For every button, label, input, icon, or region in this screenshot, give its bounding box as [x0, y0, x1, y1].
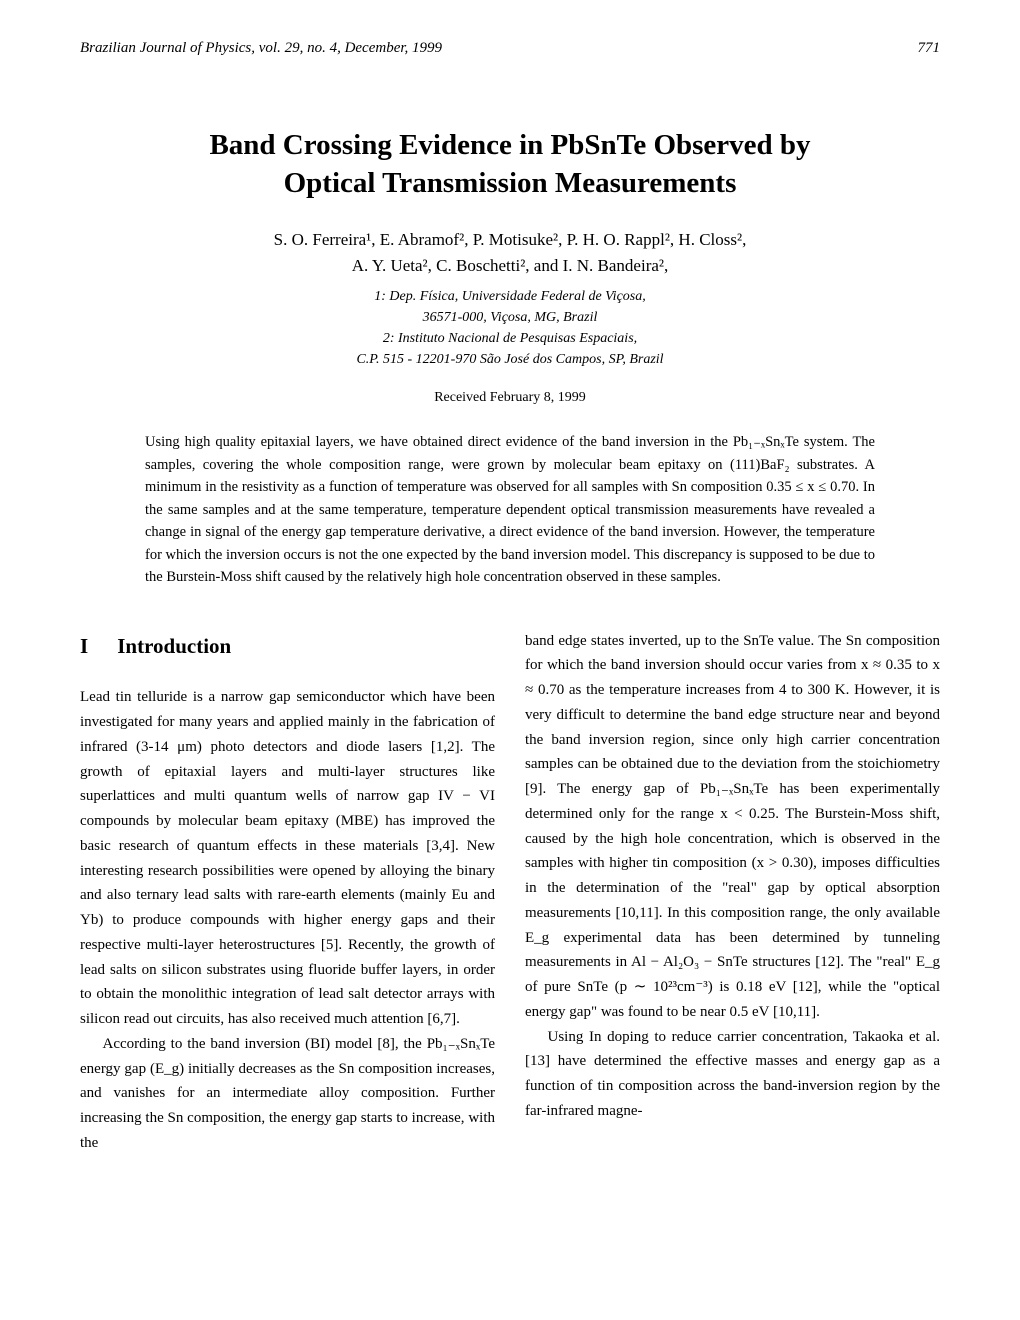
abstract: Using high quality epitaxial layers, we … — [145, 431, 875, 588]
two-column-body: I Introduction Lead tin telluride is a n… — [80, 629, 940, 1156]
paragraph-3: band edge states inverted, up to the SnT… — [525, 629, 940, 1025]
title-line-1: Band Crossing Evidence in PbSnTe Observe… — [209, 129, 810, 161]
received-date: Received February 8, 1999 — [80, 390, 940, 406]
paragraph-1: Lead tin telluride is a narrow gap semic… — [80, 685, 495, 1032]
affiliation-1a: 1: Dep. Física, Universidade Federal de … — [80, 286, 940, 307]
paragraph-4: Using In doping to reduce carrier concen… — [525, 1025, 940, 1124]
page-number: 771 — [918, 40, 941, 57]
title-line-2: Optical Transmission Measurements — [284, 167, 737, 199]
section-title: Introduction — [117, 634, 231, 658]
affiliation-2a: 2: Instituto Nacional de Pesquisas Espac… — [80, 328, 940, 349]
page-header: Brazilian Journal of Physics, vol. 29, n… — [80, 40, 940, 57]
authors-block: S. O. Ferreira¹, E. Abramof², P. Motisuk… — [80, 227, 940, 278]
affiliation-2b: C.P. 515 - 12201-970 São José dos Campos… — [80, 349, 940, 370]
left-column: I Introduction Lead tin telluride is a n… — [80, 629, 495, 1156]
paragraph-2: According to the band inversion (BI) mod… — [80, 1032, 495, 1156]
section-heading: I Introduction — [80, 629, 495, 664]
authors-line-1: S. O. Ferreira¹, E. Abramof², P. Motisuk… — [80, 227, 940, 253]
affiliations-block: 1: Dep. Física, Universidade Federal de … — [80, 286, 940, 370]
paper-title: Band Crossing Evidence in PbSnTe Observe… — [80, 127, 940, 202]
affiliation-1b: 36571-000, Viçosa, MG, Brazil — [80, 307, 940, 328]
journal-info: Brazilian Journal of Physics, vol. 29, n… — [80, 40, 442, 57]
right-column: band edge states inverted, up to the SnT… — [525, 629, 940, 1156]
authors-line-2: A. Y. Ueta², C. Boschetti², and I. N. Ba… — [80, 253, 940, 279]
section-number: I — [80, 629, 112, 664]
